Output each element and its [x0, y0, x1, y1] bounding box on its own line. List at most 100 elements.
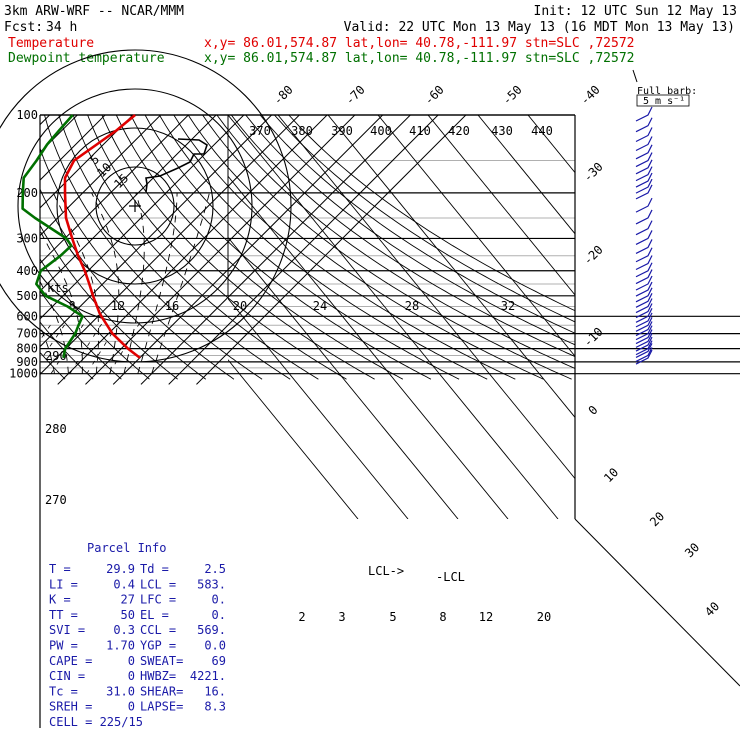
isotherm: [57, 115, 340, 385]
parcel-param-name: CIN =: [49, 669, 85, 683]
moist-adiabat: [0, 193, 13, 374]
init-time: Init: 12 UTC Sun 12 May 13: [534, 4, 738, 19]
hodograph-center: [129, 200, 141, 212]
temperature-tick-label: -10: [581, 325, 606, 350]
wind-barb: [635, 159, 653, 175]
dry-adiabat: [259, 115, 685, 380]
temperature-tick-label: -80: [271, 83, 296, 108]
parcel-param-value: 29.9: [106, 562, 135, 576]
wind-barb: [635, 287, 653, 303]
temperature-tick-label: -40: [578, 83, 603, 108]
parcel-param-name: LAPSE=: [140, 700, 183, 714]
isotherm: [168, 115, 451, 385]
parcel-param-name: PW =: [49, 639, 78, 653]
low-mixing-label: 20: [537, 610, 551, 624]
mixing-ratio-label: 24: [313, 299, 327, 313]
dry-adiabat: [115, 115, 404, 380]
upper-line: [277, 115, 575, 480]
dry-adiabat: [288, 115, 740, 380]
legend-dewpoint-label: Dewpoint temperature: [8, 51, 165, 66]
dry-adiabat: [40, 115, 66, 380]
wind-barb: [635, 275, 653, 291]
pressure-label: 1000: [9, 367, 38, 381]
wind-barb: [635, 239, 653, 254]
hodograph-ring-label: 15: [111, 171, 131, 191]
valid-time: Valid: 22 UTC Mon 13 May 13 (16 MDT Mon …: [344, 20, 735, 35]
parcel-param-value: 27: [121, 593, 135, 607]
theta-left-label: 280: [45, 422, 67, 436]
parcel-param-value: 0.4: [113, 577, 135, 591]
parcel-param-value: 0: [128, 700, 135, 714]
parcel-param-value: 50: [121, 608, 135, 622]
isotherm: [40, 115, 146, 385]
full-barb-key-value: 5 m s⁻¹: [643, 96, 685, 107]
wind-barb: [635, 106, 653, 122]
isotherm: [40, 115, 201, 385]
parcel-param-value: 569.: [197, 623, 226, 637]
parcel-param-name: EL =: [140, 608, 169, 622]
legend-temperature-label: Temperature: [8, 36, 94, 51]
hodograph-trace: [145, 138, 208, 193]
wind-barb: [635, 172, 653, 188]
upper-line: [228, 359, 359, 519]
theta-label: 370: [249, 124, 271, 138]
isotherm: [140, 115, 423, 385]
wind-barb: [635, 152, 653, 168]
parcel-param-value: 583.: [197, 577, 226, 591]
wind-barb: [635, 347, 653, 362]
temperature-tick-label: 0: [586, 403, 601, 418]
wind-barb: [635, 255, 653, 271]
dry-adiabat: [230, 115, 629, 380]
wind-barb: [635, 329, 653, 345]
hodograph-ring: [56, 127, 214, 285]
dry-adiabat: [40, 115, 122, 380]
model-title: 3km ARW-WRF -- NCAR/MMM: [4, 4, 184, 19]
upper-line: [427, 115, 575, 296]
wind-barb: [635, 269, 653, 285]
dry-adiabat: [44, 115, 263, 380]
low-mixing-label: 5: [389, 610, 396, 624]
pressure-label: 400: [16, 264, 38, 278]
theta-label: 440: [531, 124, 553, 138]
theta-label: 420: [448, 124, 470, 138]
dry-adiabat: [274, 115, 713, 380]
full-barb-key-label: Full barb:: [637, 86, 697, 97]
mixing-ratio-label: 8: [68, 299, 75, 313]
parcel-info-background: [42, 538, 245, 740]
temperature-tick-label: 20: [647, 509, 667, 529]
upper-line: [228, 115, 559, 519]
mixing-ratio-label: 28: [405, 299, 419, 313]
parcel-param-name: SREH =: [49, 700, 92, 714]
isotherm: [40, 115, 312, 385]
temperature-tick-label: -60: [422, 83, 447, 108]
parcel-param-value: 2.5: [204, 562, 226, 576]
lcl-marker-label: -LCL: [436, 570, 465, 584]
mixing-ratio-label: 16: [165, 299, 179, 313]
wind-barb: [635, 144, 653, 160]
isotherm: [0, 103, 6, 384]
isotherm: [40, 115, 173, 385]
dry-adiabat: [130, 115, 432, 380]
wind-barb: [635, 336, 653, 352]
isotherm: [112, 115, 395, 385]
wind-barb: [635, 293, 653, 308]
parcel-param-value: 31.0: [106, 684, 135, 698]
full-barb-key-box: [636, 94, 690, 107]
forecast-label: Fcst:: [4, 20, 43, 35]
moist-adiabat: [137, 192, 178, 374]
forecast-hour: 34 h: [46, 20, 77, 35]
wind-barb: [635, 303, 653, 319]
wind-barb: [635, 317, 653, 332]
dry-adiabat: [144, 115, 460, 380]
theta-label: 400: [370, 124, 392, 138]
parcel-param-name: SHEAR=: [140, 684, 183, 698]
parcel-param-name: LCL =: [140, 577, 176, 591]
wind-barb: [635, 298, 653, 314]
parcel-param-name: Tc =: [49, 684, 78, 698]
pressure-label: 100: [16, 108, 38, 122]
frame-diagonal: [574, 518, 740, 687]
upper-line: [327, 115, 575, 419]
sounding-traces: LCL-> -LCL: [21, 113, 465, 584]
mixing-ratio-label: 12: [111, 299, 125, 313]
